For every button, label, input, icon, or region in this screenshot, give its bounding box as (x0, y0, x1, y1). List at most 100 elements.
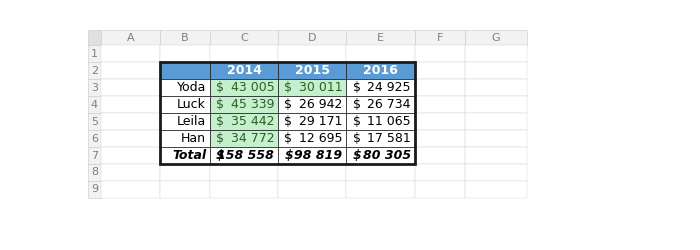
Bar (465, 164, 527, 181)
Bar (346, 147, 414, 164)
Text: Han: Han (181, 132, 206, 145)
Text: $: $ (284, 115, 293, 128)
Bar (278, 62, 346, 79)
Bar (278, 79, 346, 96)
Text: Total: Total (172, 149, 206, 162)
Bar (160, 62, 210, 79)
Text: 30 011: 30 011 (299, 81, 342, 94)
Bar (160, 62, 414, 164)
Text: $: $ (284, 149, 293, 162)
Bar (414, 30, 465, 46)
Text: $: $ (353, 132, 360, 145)
Bar (278, 30, 346, 46)
Text: 43 005: 43 005 (230, 81, 274, 94)
Bar (102, 96, 160, 113)
Bar (278, 96, 346, 113)
Bar (210, 96, 278, 113)
Bar (160, 147, 210, 164)
Bar (465, 181, 527, 198)
Bar (88, 164, 102, 181)
Text: 1: 1 (91, 49, 98, 59)
Text: $: $ (353, 149, 361, 162)
Bar (346, 130, 414, 147)
Text: $: $ (353, 98, 360, 111)
Bar (160, 79, 210, 96)
Bar (278, 130, 346, 147)
Bar (278, 164, 346, 181)
Bar (102, 62, 160, 79)
Bar (278, 181, 346, 198)
Bar (88, 62, 102, 79)
Bar (465, 46, 527, 62)
Bar (346, 96, 414, 113)
Text: 2016: 2016 (363, 64, 398, 77)
Text: $: $ (216, 81, 224, 94)
Bar (414, 96, 465, 113)
Bar (346, 79, 414, 96)
Text: 2: 2 (91, 66, 98, 76)
Bar (160, 130, 210, 147)
Bar (278, 96, 346, 113)
Bar (210, 30, 278, 46)
Bar (414, 79, 465, 96)
Bar (160, 130, 210, 147)
Bar (465, 30, 527, 46)
Text: 98 819: 98 819 (295, 149, 342, 162)
Bar (88, 130, 102, 147)
Text: 26 734: 26 734 (368, 98, 411, 111)
Bar (210, 62, 278, 79)
Bar (414, 113, 465, 130)
Bar (465, 147, 527, 164)
Bar (465, 62, 527, 79)
Bar (102, 164, 160, 181)
Text: 12 695: 12 695 (299, 132, 342, 145)
Bar (414, 62, 465, 79)
Bar (346, 46, 414, 62)
Text: 26 942: 26 942 (299, 98, 342, 111)
Bar (278, 46, 346, 62)
Text: 9: 9 (91, 184, 98, 194)
Text: F: F (437, 33, 443, 43)
Text: 24 925: 24 925 (368, 81, 411, 94)
Text: G: G (491, 33, 500, 43)
Bar (346, 113, 414, 130)
Bar (88, 181, 102, 198)
Text: 4: 4 (91, 100, 98, 110)
Bar (210, 181, 278, 198)
Bar (102, 79, 160, 96)
Text: E: E (377, 33, 384, 43)
Bar (102, 147, 160, 164)
Bar (346, 79, 414, 96)
Bar (160, 164, 210, 181)
Bar (278, 62, 346, 79)
Bar (160, 46, 210, 62)
Bar (346, 30, 414, 46)
Text: Leila: Leila (177, 115, 206, 128)
Bar (102, 30, 160, 46)
Text: $: $ (353, 115, 360, 128)
Text: 34 772: 34 772 (230, 132, 274, 145)
Bar (278, 113, 346, 130)
Text: 80 305: 80 305 (363, 149, 411, 162)
Bar (210, 62, 278, 79)
Text: C: C (240, 33, 248, 43)
Text: $: $ (284, 81, 293, 94)
Bar (160, 62, 210, 79)
Bar (465, 79, 527, 96)
Text: 158 558: 158 558 (218, 149, 274, 162)
Bar (88, 79, 102, 96)
Bar (210, 79, 278, 96)
Bar (210, 147, 278, 164)
Text: $: $ (284, 132, 293, 145)
Bar (346, 181, 414, 198)
Bar (88, 46, 102, 62)
Bar (160, 147, 210, 164)
Bar (210, 79, 278, 96)
Bar (346, 62, 414, 79)
Bar (160, 181, 210, 198)
Bar (210, 164, 278, 181)
Bar (102, 46, 160, 62)
Bar (88, 113, 102, 130)
Bar (102, 130, 160, 147)
Bar (346, 62, 414, 79)
